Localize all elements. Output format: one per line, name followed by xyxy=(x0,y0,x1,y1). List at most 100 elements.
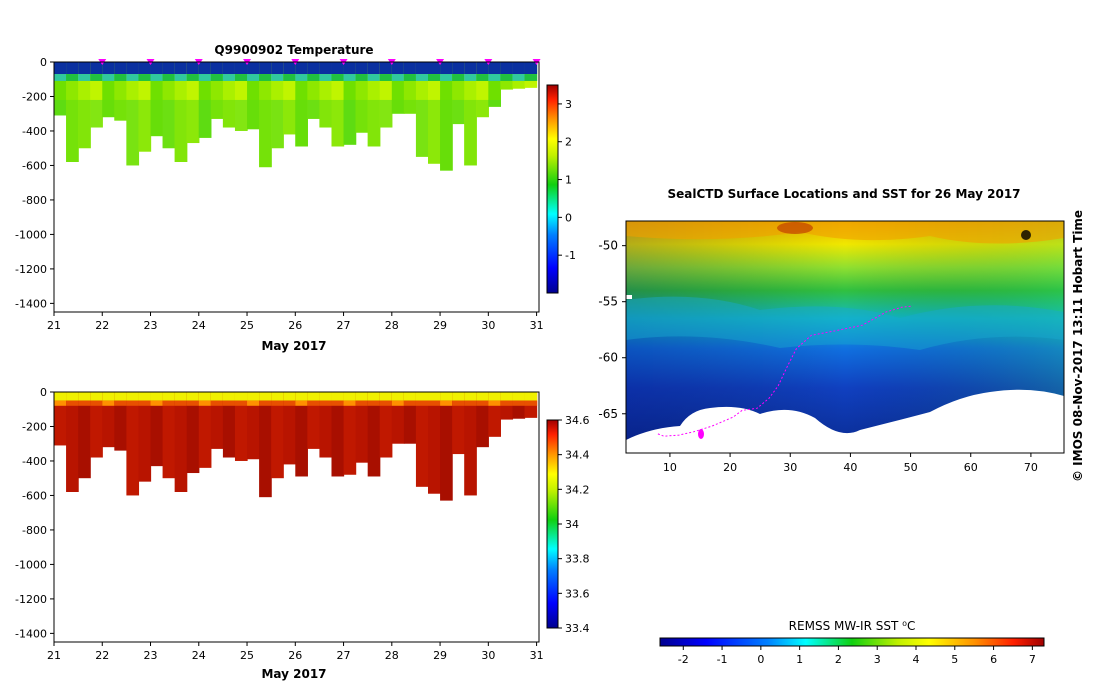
salinity-colorbar-ticks: 33.4 33.6 33.8 34 34.2 34.4 34.6 xyxy=(558,414,590,635)
sst-colorbar: REMSS MW-IR SST ⁰C -2 -1 0 1 2 3 4 5 6 7 xyxy=(659,619,1045,666)
sst-colorbar-tick-label: 3 xyxy=(874,653,881,666)
salinity-surface-layer xyxy=(488,392,501,401)
seal-track xyxy=(657,305,911,437)
temperature-surface-layer xyxy=(114,62,127,75)
salinity-profile-column xyxy=(259,392,272,498)
salinity-profile-column xyxy=(295,392,308,477)
salinity-halocline-layer xyxy=(186,400,200,406)
x-tick-label: 26 xyxy=(288,319,302,332)
salinity-surface-layer xyxy=(222,392,236,401)
temperature-deep-layer xyxy=(295,99,308,147)
sst-colorbar-tick-label: 7 xyxy=(1029,653,1036,666)
y-tick-label: -800 xyxy=(22,524,47,537)
temperature-thermocline-layer xyxy=(319,74,333,81)
salinity-surface-layer xyxy=(283,392,296,401)
temperature-colorbar-ticks: -1 0 1 2 3 xyxy=(558,98,576,262)
salinity-halocline-layer xyxy=(150,400,164,406)
map-x-tick-label: 10 xyxy=(663,461,677,474)
y-tick-label: -600 xyxy=(22,159,47,172)
salinity-surface-layer xyxy=(78,392,91,401)
salinity-halocline-layer xyxy=(66,400,79,406)
x-tick-label: 29 xyxy=(433,319,447,332)
temperature-surface-layer xyxy=(307,62,321,75)
salinity-surface-layer xyxy=(150,392,164,401)
salinity-halocline-layer xyxy=(126,400,140,406)
sst-colorbar-tick-label: -1 xyxy=(717,653,728,666)
map-x-tick-label: 20 xyxy=(723,461,737,474)
sst-colorbar-tick-label: 4 xyxy=(913,653,920,666)
salinity-halocline-layer xyxy=(331,400,345,406)
temperature-deep-layer xyxy=(126,99,140,166)
salinity-profile-column xyxy=(138,392,152,482)
salinity-surface-layer xyxy=(271,392,284,401)
temperature-deep-layer xyxy=(319,99,333,128)
x-tick-label: 21 xyxy=(47,319,61,332)
salinity-surface-layer xyxy=(500,392,514,401)
salinity-halocline-layer xyxy=(222,400,236,406)
salinity-halocline-layer xyxy=(367,400,381,406)
map-y-tick-label: -65 xyxy=(598,407,618,421)
temperature-thermocline-layer xyxy=(415,74,429,81)
salinity-plot-frame xyxy=(53,391,540,643)
x-tick-label: 30 xyxy=(481,319,495,332)
temperature-surface-layer xyxy=(319,62,333,75)
salinity-surface-layer xyxy=(259,392,272,401)
y-tick-label: -1200 xyxy=(15,263,47,276)
temperature-surface-layer xyxy=(186,62,200,75)
salinity-halocline-layer xyxy=(307,400,321,406)
salinity-halocline-layer xyxy=(500,400,514,406)
salinity-profile-column xyxy=(319,392,333,458)
salinity-profile-column xyxy=(247,392,260,460)
map-x-tick-label: 30 xyxy=(783,461,797,474)
y-tick-label: -800 xyxy=(22,194,47,207)
temperature-thermocline-layer xyxy=(367,74,381,81)
temperature-colorbar: -1 0 1 2 3 xyxy=(546,84,576,294)
salinity-halocline-layer xyxy=(271,400,284,406)
temperature-thermocline-layer xyxy=(428,74,441,81)
temperature-thermocline-layer xyxy=(210,74,224,81)
salinity-surface-layer xyxy=(162,392,176,401)
temperature-deep-layer xyxy=(150,99,164,137)
x-tick-label: 24 xyxy=(192,319,206,332)
salinity-halocline-layer xyxy=(512,400,526,406)
temperature-thermocline-layer xyxy=(174,74,188,81)
salinity-halocline-layer xyxy=(90,400,103,406)
x-tick-label: 23 xyxy=(144,319,158,332)
temperature-surface-layer xyxy=(259,62,272,75)
temperature-thermocline-layer xyxy=(186,74,200,81)
map-title: SealCTD Surface Locations and SST for 26… xyxy=(667,187,1020,201)
x-tick-label: 29 xyxy=(433,649,447,662)
salinity-surface-layer xyxy=(379,392,393,401)
colorbar-tick-label: 1 xyxy=(565,174,572,187)
temperature-thermocline-layer xyxy=(343,74,357,81)
salinity-surface-layer xyxy=(247,392,260,401)
salinity-y-axis: 0 -200 -400 -600 -800 -1000 -1200 -1400 xyxy=(15,386,54,640)
temperature-surface-layer xyxy=(66,62,79,75)
temperature-surface-layer xyxy=(295,62,308,75)
colorbar-tick-label: 33.4 xyxy=(565,622,590,635)
temperature-deep-layer xyxy=(415,99,429,157)
map-x-tick-label: 60 xyxy=(964,461,978,474)
salinity-halocline-layer xyxy=(198,400,212,406)
temperature-surface-layer xyxy=(440,62,453,75)
salinity-halocline-layer xyxy=(210,400,224,406)
map-x-axis: 10 20 30 40 50 60 70 xyxy=(663,453,1038,474)
temperature-deep-layer xyxy=(343,99,357,145)
salinity-halocline-layer xyxy=(440,400,453,406)
temperature-deep-layer xyxy=(488,99,501,107)
sst-warm-front xyxy=(626,221,1064,244)
temperature-deep-layer xyxy=(210,99,224,119)
temperature-thermocline-layer xyxy=(222,74,236,81)
temperature-deep-layer xyxy=(102,99,115,118)
x-tick-label: 24 xyxy=(192,649,206,662)
salinity-surface-layer xyxy=(114,392,127,401)
sst-colorbar-gradient xyxy=(659,637,1045,647)
y-tick-label: 0 xyxy=(40,386,47,399)
temperature-deep-layer xyxy=(247,99,260,130)
temperature-surface-layer xyxy=(403,62,417,75)
salinity-profile-column xyxy=(90,392,103,458)
temperature-profiles xyxy=(54,62,538,171)
salinity-profile-column xyxy=(379,392,393,458)
temperature-thermocline-layer xyxy=(138,74,152,81)
